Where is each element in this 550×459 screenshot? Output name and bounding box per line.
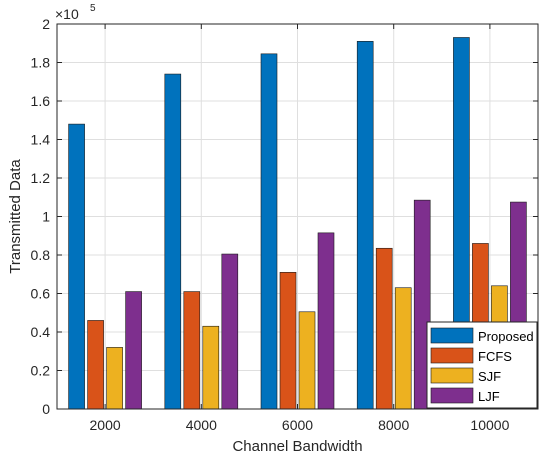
bar-ljf-4000: [221, 253, 239, 410]
legend-swatch-sjf: [430, 367, 474, 384]
x-tick-label: 8000: [378, 417, 409, 433]
legend: Proposed FCFS SJF LJF: [426, 321, 538, 409]
y-exponent-power: 5: [90, 3, 96, 14]
legend-swatch-fcfs: [430, 347, 474, 364]
legend-label-ljf: LJF: [478, 389, 500, 404]
y-axis-label: Transmitted Data: [7, 159, 24, 274]
legend-swatch-ljf: [430, 387, 474, 404]
y-tick-label: 2: [42, 16, 50, 32]
x-tick-label: 10000: [470, 417, 509, 433]
bar-sjf-6000: [298, 311, 316, 410]
bar-ljf-6000: [317, 232, 335, 410]
y-exponent-base: ×10: [55, 6, 79, 22]
bar-fcfs-6000: [279, 272, 297, 410]
bar-proposed-4000: [164, 73, 182, 410]
y-tick-label: 1.8: [31, 55, 51, 71]
x-tick-label: 4000: [186, 417, 217, 433]
y-tick-label: 1.2: [31, 170, 51, 186]
bar-fcfs-4000: [183, 291, 201, 410]
bar-proposed-6000: [260, 53, 278, 410]
legend-label-sjf: SJF: [478, 369, 501, 384]
bar-proposed-8000: [356, 41, 374, 410]
bar-sjf-2000: [106, 347, 123, 410]
y-tick-label: 1.6: [31, 93, 51, 109]
y-tick-label: 0.8: [31, 247, 51, 263]
bar-fcfs-8000: [375, 247, 393, 410]
x-axis-label: Channel Bandwidth: [232, 438, 362, 455]
y-tick-label: 0.2: [31, 363, 51, 379]
y-tick-label: 1.4: [31, 132, 51, 148]
bar-ljf-2000: [125, 291, 142, 410]
legend-label-fcfs: FCFS: [478, 349, 512, 364]
y-tick-label: 1: [42, 209, 50, 225]
legend-label-proposed: Proposed: [478, 329, 534, 344]
y-tick-label: 0: [42, 401, 50, 417]
bar-proposed-2000: [68, 123, 85, 410]
axis-ticks: 0 0.2 0.4 0.6 0.8 1 1.2 1.4 1.6 1.8 2 2000 4000 6000 8…: [31, 16, 538, 433]
x-tick-label: 6000: [282, 417, 313, 433]
legend-swatch-proposed: [430, 327, 474, 344]
bar-sjf-4000: [202, 325, 220, 410]
y-tick-label: 0.6: [31, 286, 51, 302]
bar-sjf-8000: [394, 287, 412, 410]
y-tick-label: 0.4: [31, 324, 51, 340]
x-tick-label: 2000: [90, 417, 121, 433]
y-axis-exponent: ×10 5: [55, 3, 96, 22]
bar-fcfs-2000: [87, 320, 104, 410]
